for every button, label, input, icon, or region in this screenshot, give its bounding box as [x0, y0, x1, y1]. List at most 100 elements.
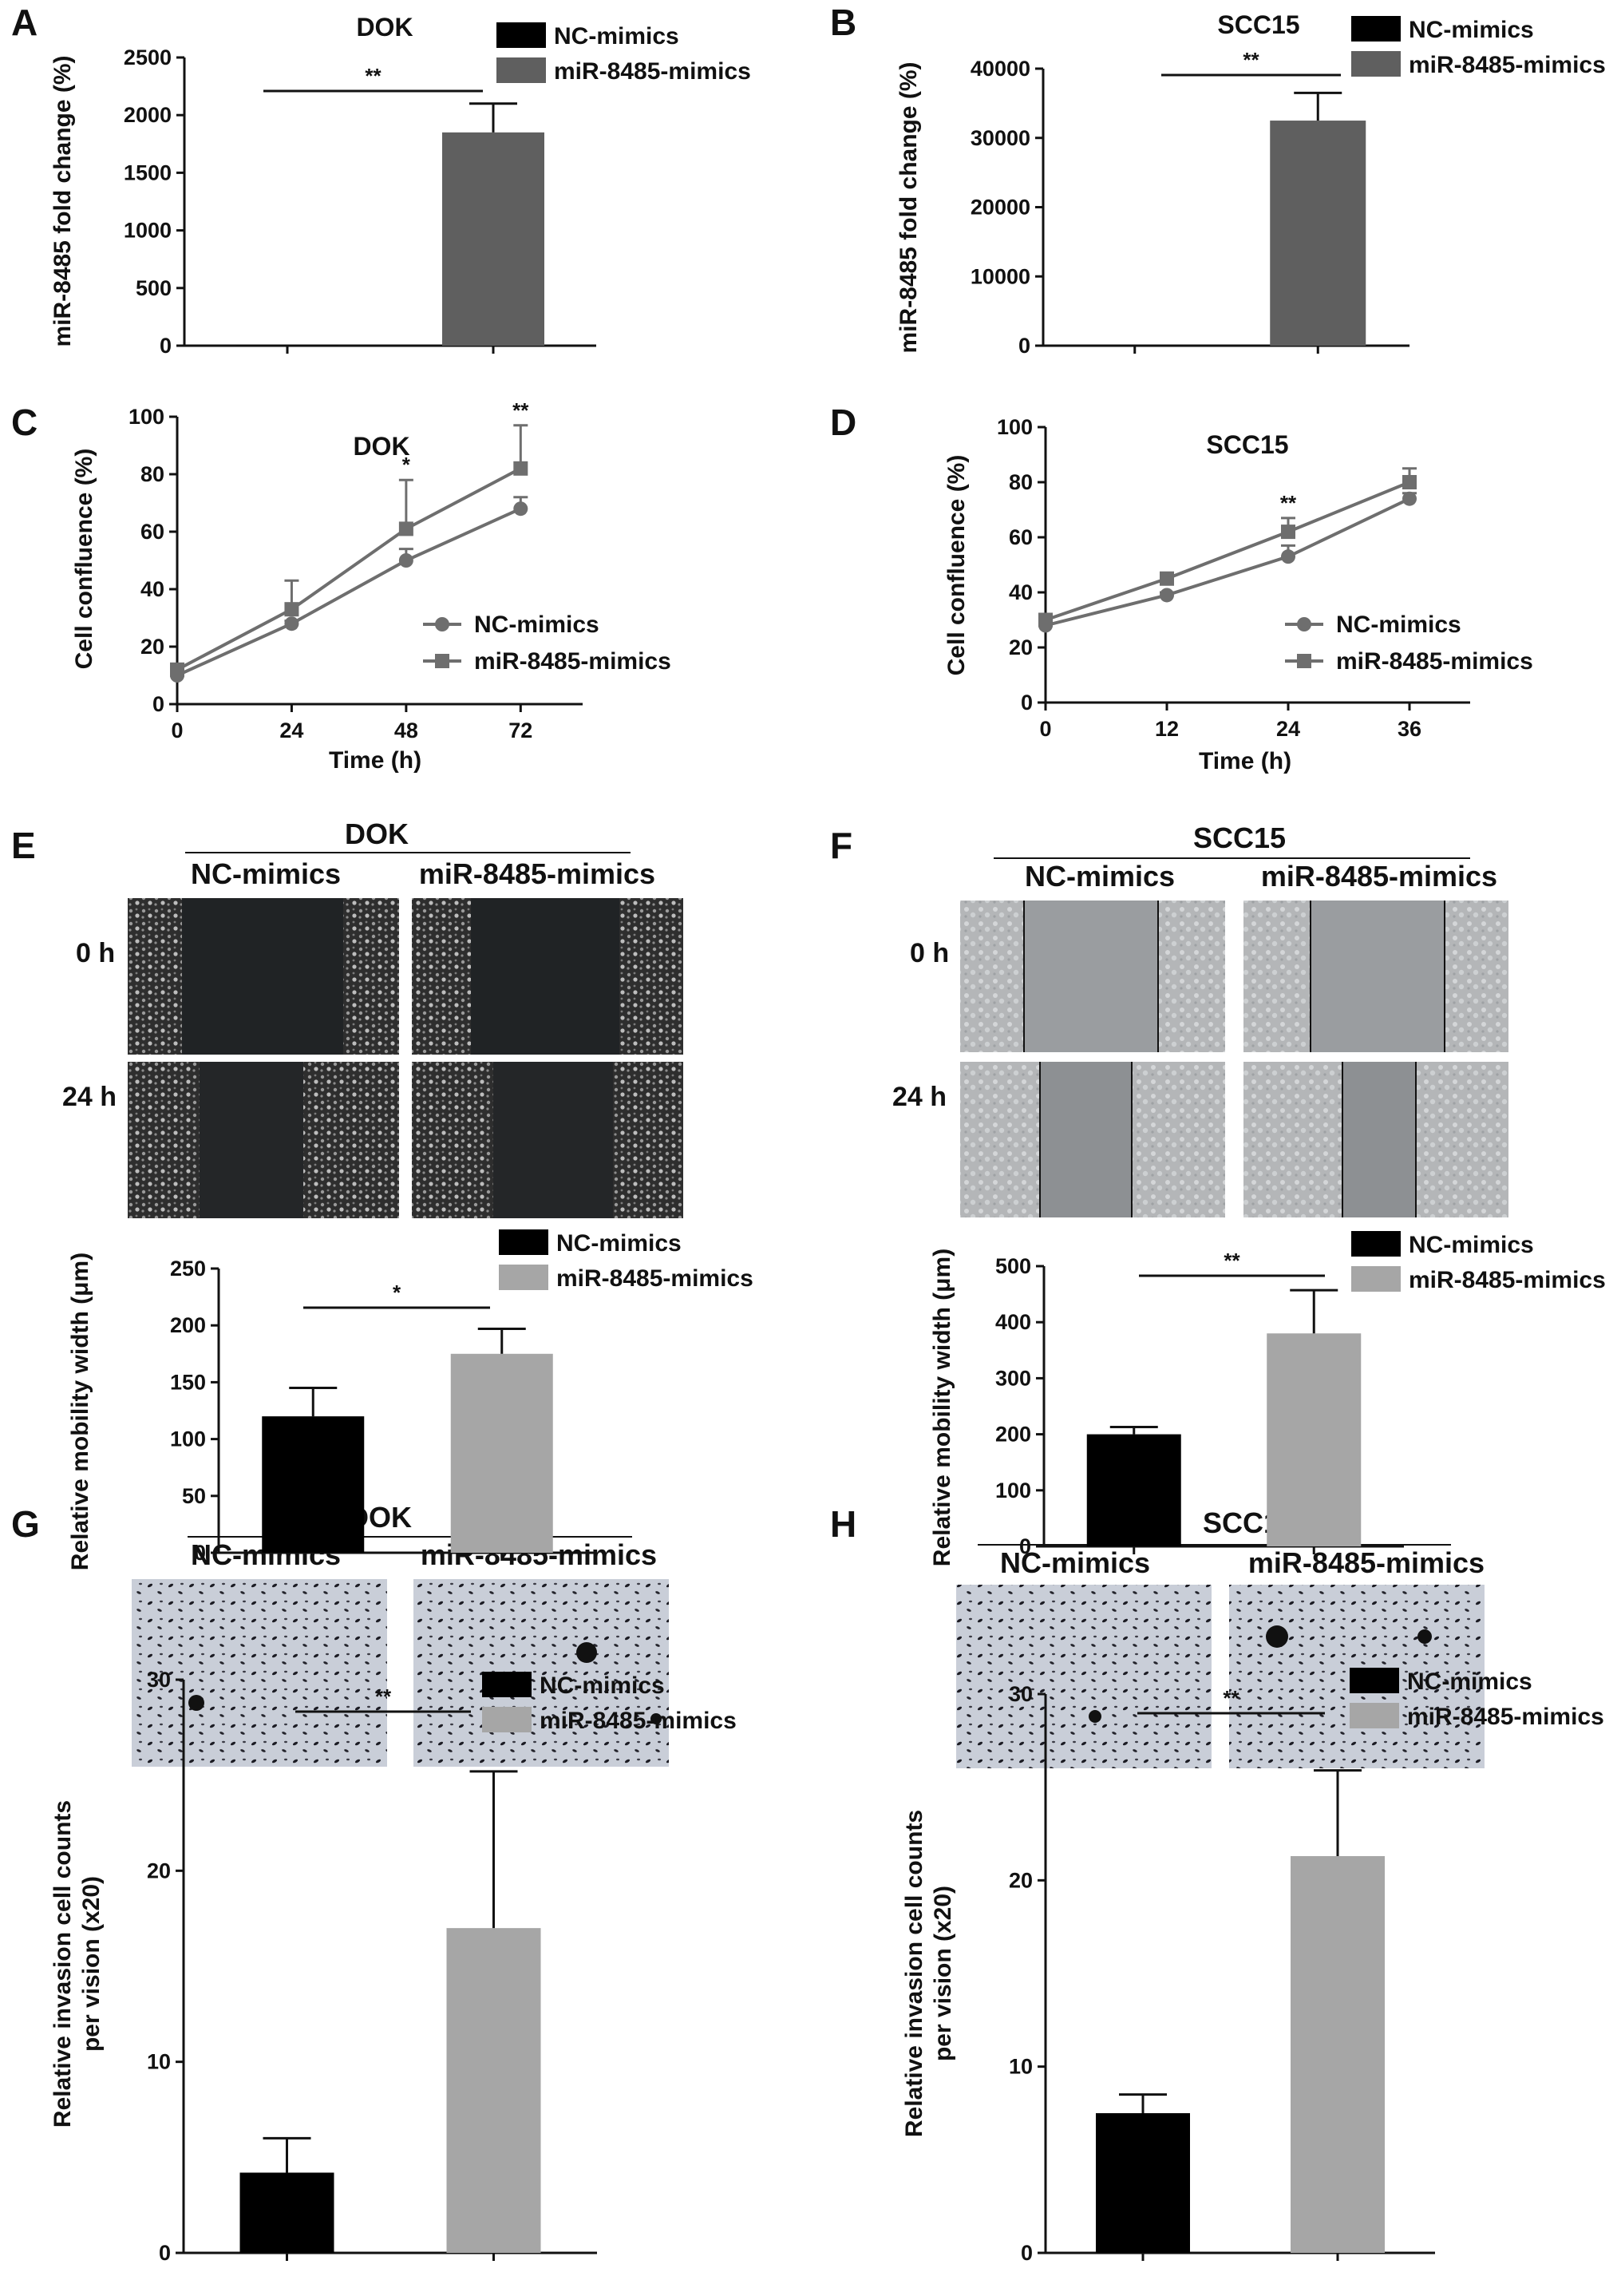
micrograph-e-nc-24h: [128, 1062, 399, 1218]
y-axis-label-line-g-0: Relative invasion cell counts: [49, 1800, 76, 2128]
y-tick-label-b-0: 0: [1018, 334, 1030, 358]
y-tick-label-f-3: 300: [995, 1366, 1031, 1390]
micrograph-e-mir-24h: [412, 1062, 683, 1218]
micrograph-group-g: DOK NC-mimics miR-8485-mimics: [132, 1501, 669, 1767]
chart-d: SCC15 0 20 40 60 80 100 Cell confluence (%) 0 12 2…: [943, 415, 1533, 774]
y-tick-label-b-3: 30000: [971, 126, 1030, 150]
micrograph-f-mir-0h: [1243, 901, 1508, 1052]
legend-label-f-0: NC-mimics: [1409, 1232, 1534, 1258]
y-axis-label-h: Relative invasion cell counts per vision …: [901, 1810, 956, 2137]
x-tick-label-c-1: 24: [279, 718, 303, 742]
legend-label-b-0: NC-mimics: [1409, 17, 1534, 43]
chart-a: DOK 0 500 1000 1500 2000 2500 miR-8485 fold cha…: [49, 13, 751, 358]
bar-b-1: [1270, 121, 1366, 346]
panel-label-h: H: [830, 1503, 856, 1545]
y-tick-label-a-1: 500: [136, 276, 172, 300]
y-tick-label-d-3: 60: [1009, 525, 1033, 549]
bar-e-0: [262, 1416, 365, 1553]
y-tick-label-a-4: 2000: [124, 103, 172, 127]
bar-h-1: [1291, 1856, 1385, 2253]
y-tick-label-e-2: 100: [170, 1427, 206, 1451]
y-tick-label-b-2: 20000: [971, 196, 1030, 220]
x-axis-label-d: Time (h): [1199, 748, 1291, 774]
bar-f-0: [1086, 1434, 1181, 1546]
y-axis-label-text-b: miR-8485 fold change (%): [896, 61, 922, 353]
chart-title-c: DOK: [353, 432, 409, 461]
bar-h-0: [1096, 2113, 1190, 2253]
y-tick-label-e-4: 200: [170, 1313, 206, 1337]
y-axis-label-f: Relative mobility width (μm): [929, 1249, 955, 1566]
data-point-c-1-2: [398, 521, 413, 536]
chart-e: 0 50 100 150 200 250 Relative mobility width (…: [67, 1229, 753, 1570]
x-tick-label-d-0: 0: [1039, 717, 1051, 741]
data-point-c-0-3: [513, 501, 528, 517]
y-tick-label-c-0: 0: [152, 692, 164, 716]
micrograph-group-f: SCC15 NC-mimics miR-8485-mimics 0 h 24 h: [892, 821, 1508, 1217]
panel-label-b: B: [830, 2, 856, 43]
chart-h: 0 10 20 30 Relative invasion cell counts per …: [901, 1668, 1604, 2265]
column-label-h-nc: NC-mimics: [1000, 1546, 1150, 1579]
micrograph-title-f: SCC15: [1193, 821, 1286, 854]
micrograph-h-nc: [956, 1585, 1212, 1768]
legend-swatch-g-0: [482, 1672, 532, 1697]
legend-label-c-0: NC-mimics: [474, 612, 599, 638]
legend-swatch-b-1: [1351, 51, 1401, 77]
data-point-d-0-2: [1281, 549, 1295, 564]
micrograph-f-mir-24h: [1243, 1062, 1508, 1217]
series-line-d-0: [1045, 497, 1410, 627]
chart-title-d: SCC15: [1206, 430, 1288, 459]
significance-mark-g: **: [375, 1684, 392, 1708]
y-axis-label-d: Cell confluence (%): [943, 455, 970, 676]
bar-e-1: [450, 1353, 553, 1553]
column-label-h-mir: miR-8485-mimics: [1248, 1546, 1485, 1579]
x-tick-label-c-0: 0: [171, 718, 183, 742]
row-label-e-0h: 0 h: [76, 938, 115, 968]
chart-g: 0 10 20 30 Relative invasion cell counts per …: [49, 1668, 737, 2265]
y-axis-label-text-c: Cell confluence (%): [71, 449, 97, 670]
panel-label-a: A: [11, 2, 38, 43]
legend-label-g-0: NC-mimics: [540, 1673, 665, 1699]
data-point-c-1-1: [284, 602, 299, 617]
legend-swatch-e-0: [499, 1229, 548, 1255]
y-tick-label-c-2: 40: [140, 577, 164, 601]
significance-mark-c-1: **: [512, 398, 529, 422]
column-label-e-nc: NC-mimics: [191, 857, 341, 890]
legend-marker-d-1: [1297, 654, 1311, 668]
legend-swatch-g-1: [482, 1707, 532, 1732]
data-point-c-1-3: [513, 461, 528, 476]
y-tick-label-e-0: 0: [194, 1541, 206, 1565]
data-point-c-0-1: [284, 616, 299, 631]
legend-marker-c-0: [435, 617, 449, 631]
bar-a-1: [442, 132, 544, 346]
y-tick-label-h-1: 10: [1009, 2055, 1033, 2079]
significance-mark-d-0: **: [1280, 491, 1297, 515]
column-label-f-nc: NC-mimics: [1025, 860, 1175, 893]
legend-label-f-1: miR-8485-mimics: [1409, 1267, 1606, 1293]
y-axis-label-line-g-1: per vision (x20): [78, 1876, 105, 2052]
y-tick-label-d-4: 80: [1009, 470, 1033, 494]
legend-swatch-f-0: [1351, 1231, 1401, 1257]
legend-swatch-b-0: [1351, 16, 1401, 42]
data-point-d-1-2: [1281, 525, 1295, 540]
y-tick-label-a-2: 1000: [124, 219, 172, 243]
y-tick-label-g-1: 10: [147, 2050, 171, 2074]
x-tick-label-d-1: 12: [1155, 717, 1179, 741]
legend-label-a-1: miR-8485-mimics: [554, 58, 751, 85]
x-tick-label-d-2: 24: [1276, 717, 1300, 741]
legend-label-e-0: NC-mimics: [556, 1230, 682, 1257]
micrograph-group-e: DOK NC-mimics miR-8485-mimics 0 h 24 h: [62, 817, 683, 1218]
y-axis-label-text-e: Relative mobility width (μm): [67, 1253, 93, 1570]
panel-label-e: E: [11, 825, 36, 866]
y-tick-label-c-1: 20: [140, 635, 164, 659]
x-tick-label-d-3: 36: [1398, 717, 1421, 741]
y-tick-label-h-2: 20: [1009, 1868, 1033, 1892]
chart-title-a: DOK: [356, 13, 413, 42]
column-label-e-mir: miR-8485-mimics: [419, 857, 655, 890]
y-tick-label-a-3: 1500: [124, 160, 172, 184]
y-tick-label-e-3: 150: [170, 1370, 206, 1394]
y-tick-label-b-4: 40000: [971, 57, 1030, 81]
column-label-f-mir: miR-8485-mimics: [1261, 860, 1497, 893]
legend-label-c-1: miR-8485-mimics: [474, 648, 671, 675]
legend-label-a-0: NC-mimics: [554, 23, 679, 49]
